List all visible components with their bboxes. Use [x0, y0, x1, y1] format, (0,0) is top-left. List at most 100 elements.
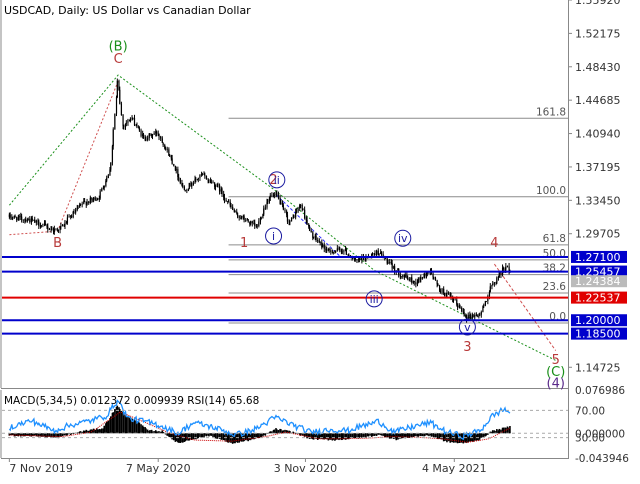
macd-bar — [99, 429, 101, 434]
macd-bar — [168, 433, 171, 438]
candle-body — [194, 178, 196, 183]
candle-body — [157, 133, 159, 135]
macd-bar — [141, 425, 144, 434]
macd-bar — [338, 433, 340, 441]
macd-bar — [306, 433, 308, 439]
macd-bar — [506, 426, 509, 434]
macd-bar — [103, 425, 106, 434]
candle-body — [258, 221, 260, 227]
candle-body — [319, 242, 321, 243]
macd-bar — [55, 433, 57, 438]
candle-body — [35, 220, 37, 223]
macd-bar — [47, 433, 49, 437]
candle-body — [105, 180, 107, 186]
candle-body — [417, 278, 419, 283]
candle-body — [162, 142, 164, 145]
price-tick-label: 1.14725 — [575, 361, 621, 374]
candle-body — [85, 201, 87, 205]
macd-bar — [89, 429, 92, 434]
candle-body — [492, 283, 494, 286]
candle-body — [204, 174, 206, 177]
price-tick-label: 1.29705 — [575, 228, 621, 241]
candle-body — [96, 199, 98, 201]
candle-body — [233, 209, 235, 212]
candle-body — [343, 250, 345, 252]
macd-bar — [136, 421, 138, 434]
macd-bar — [246, 433, 249, 441]
candle-body — [246, 219, 248, 221]
candle-body — [27, 218, 29, 221]
macd-bar — [323, 433, 326, 440]
price-tick-label: 1.44685 — [575, 94, 621, 107]
candle-body — [247, 219, 249, 222]
macd-bar — [426, 433, 429, 436]
macd-bar — [27, 433, 29, 436]
macd-bar — [79, 431, 82, 434]
candle-body — [339, 248, 341, 251]
candle-body — [73, 212, 75, 213]
candle-body — [354, 257, 356, 260]
candle-body — [361, 256, 363, 260]
macd-bar — [392, 433, 395, 439]
candle-body — [142, 134, 144, 136]
candle-body — [358, 259, 361, 260]
macd-bar — [417, 433, 420, 437]
macd-bar — [482, 433, 485, 437]
candle-body — [195, 178, 197, 180]
candle-body — [221, 189, 223, 195]
macd-bar — [467, 433, 470, 443]
macd-bar — [83, 430, 86, 434]
candle-body — [297, 208, 299, 212]
candle-body — [438, 285, 441, 291]
candle-body — [145, 139, 147, 141]
macd-bar — [371, 433, 374, 437]
candle-body — [131, 118, 133, 120]
price-tick-label: 1.52175 — [575, 27, 621, 40]
macd-bar — [72, 432, 74, 434]
macd-bar — [487, 433, 489, 435]
macd-bar — [310, 433, 312, 439]
candle-body — [34, 219, 36, 223]
candle-body — [471, 314, 473, 319]
candle-body — [191, 184, 193, 187]
macd-bar — [66, 433, 69, 435]
candle-body — [129, 118, 132, 122]
macd-bar — [63, 433, 65, 436]
candle-body — [452, 299, 455, 300]
macd-bar — [360, 433, 362, 437]
macd-bar — [340, 433, 343, 441]
candle-body — [338, 248, 340, 250]
support-resistance-levels — [2, 255, 568, 335]
candle-body — [102, 187, 105, 189]
candle-body — [83, 201, 85, 204]
candle-body — [459, 306, 461, 308]
candle-body — [21, 216, 23, 220]
macd-bar — [293, 432, 295, 434]
candle-body — [238, 216, 240, 218]
macd-bar — [415, 433, 417, 437]
candle-body — [327, 248, 329, 251]
macd-bar — [358, 433, 361, 438]
indicator-tick-label: 70.00 — [575, 405, 605, 417]
candle-body — [262, 214, 264, 218]
candle-body — [445, 293, 447, 296]
macd-bar — [455, 433, 458, 443]
macd-bar — [149, 430, 151, 434]
candle-body — [214, 183, 216, 187]
candle-body — [40, 225, 42, 227]
candle-body — [174, 165, 176, 171]
macd-bar — [362, 433, 365, 437]
macd-bar — [53, 433, 56, 438]
candle-body — [155, 131, 158, 134]
macd-bar — [210, 433, 213, 436]
macd-bar — [332, 433, 335, 440]
macd-bar — [240, 433, 243, 442]
candle-body — [356, 259, 358, 261]
macd-bar — [220, 433, 223, 440]
macd-bar — [35, 433, 38, 437]
candle-body — [90, 197, 92, 200]
candle-body — [360, 259, 362, 260]
candle-body — [94, 197, 96, 201]
macd-bar — [502, 427, 505, 434]
